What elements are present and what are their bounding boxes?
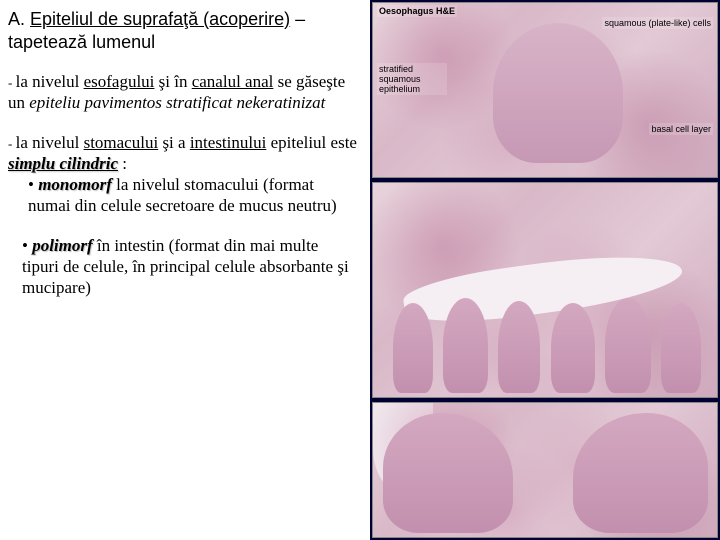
histology-image-esophagus: Oesophagus H&E squamous (plate-like) cel…	[372, 2, 718, 178]
img1-label-squamous: squamous (plate-like) cells	[602, 17, 713, 29]
bullet1-label: monomorf	[38, 175, 116, 194]
villus	[443, 298, 488, 393]
histology-image-intestine	[372, 402, 718, 538]
p2-u1: stomacului	[84, 133, 159, 152]
villus	[393, 303, 433, 393]
title-prefix: A.	[8, 9, 30, 29]
p1-u2: canalul anal	[192, 72, 274, 91]
img1-title: Oesophagus H&E	[377, 5, 457, 17]
paragraph-stomach: - la nivelul stomacului şi a intestinulu…	[8, 132, 358, 217]
histology-image-stomach	[372, 182, 718, 398]
p2-s1: simplu cilindric	[8, 154, 118, 173]
section-title: A. Epiteliul de suprafaţă (acoperire) –t…	[8, 8, 358, 53]
villus	[551, 303, 595, 393]
paragraph-esophagus: - la nivelul esofagului şi în canalul an…	[8, 71, 358, 114]
dash: -	[8, 136, 16, 151]
p1-t1: la nivelul	[16, 72, 84, 91]
bullet-dot: •	[28, 175, 38, 194]
bullet2-label: polimorf	[32, 236, 97, 255]
tissue-lobe	[493, 23, 623, 163]
title-underlined: Epiteliul de suprafaţă (acoperire)	[30, 9, 290, 29]
dash: -	[8, 75, 16, 90]
p2-t2: şi a	[158, 133, 190, 152]
text-column: A. Epiteliul de suprafaţă (acoperire) –t…	[0, 0, 370, 540]
bullet-polimorf: • polimorf în intestin (format din mai m…	[8, 235, 358, 299]
villus	[605, 298, 651, 393]
p2-u2: intestinului	[190, 133, 267, 152]
villus	[498, 301, 540, 393]
bullet-monomorf: • monomorf la nivelul stomacului (format…	[8, 174, 358, 217]
p1-t2: şi în	[154, 72, 191, 91]
img1-label-stratified: stratified squamous epithelium	[377, 63, 447, 95]
p1-u1: esofagului	[84, 72, 155, 91]
p2-t3: epiteliul este	[266, 133, 357, 152]
p2-colon: :	[118, 154, 127, 173]
villus	[661, 303, 701, 393]
p1-i1: epiteliu pavimentos stratificat nekerati…	[29, 93, 325, 112]
img1-label-basal: basal cell layer	[649, 123, 713, 135]
bullet-dot: •	[22, 236, 32, 255]
p2-t1: la nivelul	[16, 133, 84, 152]
